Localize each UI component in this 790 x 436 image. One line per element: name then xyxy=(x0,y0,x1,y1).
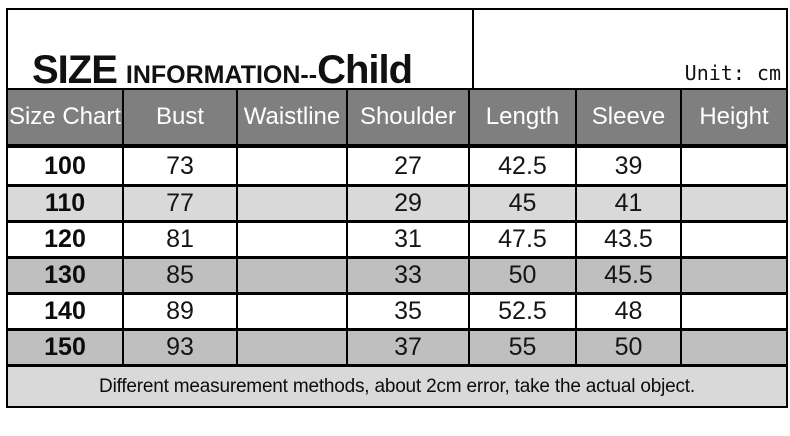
table-cell: 41 xyxy=(575,187,680,220)
table-cell xyxy=(236,187,346,220)
footer-note-row: Different measurement methods, about 2cm… xyxy=(8,364,786,406)
table-cell xyxy=(680,223,786,256)
table-row-130: 130 85 33 50 45.5 xyxy=(8,256,786,292)
table-cell xyxy=(236,223,346,256)
table-row-140: 140 89 35 52.5 48 xyxy=(8,292,786,328)
size-cell: 130 xyxy=(44,261,86,289)
table-cell: 77 xyxy=(122,187,236,220)
size-chart-table: SIZE INFORMATION-- Child Unit: cm Size C… xyxy=(6,8,788,408)
table-cell: 45 xyxy=(468,187,575,220)
table-cell: 31 xyxy=(346,223,468,256)
table-cell: 93 xyxy=(122,331,236,364)
table-header-row: Size Chart Bust Waistline Shoulder Lengt… xyxy=(8,88,786,148)
size-cell: 120 xyxy=(44,225,86,253)
header-cell-size-chart: Size Chart xyxy=(8,103,122,130)
table-cell: 52.5 xyxy=(468,295,575,328)
table-cell: 81 xyxy=(122,223,236,256)
table-cell: 73 xyxy=(122,148,236,184)
size-cell: 110 xyxy=(44,189,86,217)
unit-area: Unit: cm xyxy=(474,10,786,88)
table-row-150: 150 93 37 55 50 xyxy=(8,328,786,364)
header-cell-sleeve: Sleeve xyxy=(575,90,680,144)
title-child-text: Child xyxy=(317,48,413,92)
table-cell: 43.5 xyxy=(575,223,680,256)
table-cell: 50 xyxy=(468,259,575,292)
table-row-100: 100 73 27 42.5 39 xyxy=(8,148,786,184)
title-size-text: SIZE xyxy=(32,48,118,92)
table-cell xyxy=(236,295,346,328)
table-cell: 85 xyxy=(122,259,236,292)
table-cell: 45.5 xyxy=(575,259,680,292)
table-cell: 55 xyxy=(468,331,575,364)
table-cell xyxy=(680,331,786,364)
table-row-110: 110 77 29 45 41 xyxy=(8,184,786,220)
title-bar: SIZE INFORMATION-- Child Unit: cm xyxy=(8,10,786,92)
header-cell-waistline: Waistline xyxy=(236,90,346,144)
table-cell xyxy=(680,295,786,328)
table-cell xyxy=(680,148,786,184)
size-cell: 100 xyxy=(44,151,86,180)
header-cell-shoulder: Shoulder xyxy=(346,90,468,144)
table-cell xyxy=(680,187,786,220)
table-cell: 35 xyxy=(346,295,468,328)
title-info-text: INFORMATION-- xyxy=(125,61,318,89)
table-cell: 37 xyxy=(346,331,468,364)
measurement-note: Different measurement methods, about 2cm… xyxy=(99,375,695,397)
header-cell-length: Length xyxy=(468,90,575,144)
table-cell: 48 xyxy=(575,295,680,328)
table-cell xyxy=(236,148,346,184)
table-cell: 29 xyxy=(346,187,468,220)
header-cell-height: Height xyxy=(680,90,786,144)
table-cell xyxy=(236,331,346,364)
table-cell: 39 xyxy=(575,148,680,184)
size-cell: 140 xyxy=(44,297,86,325)
table-cell: 33 xyxy=(346,259,468,292)
unit-label: Unit: cm xyxy=(684,61,781,85)
table-cell: 50 xyxy=(575,331,680,364)
table-cell xyxy=(680,259,786,292)
table-cell: 42.5 xyxy=(468,148,575,184)
table-cell: 47.5 xyxy=(468,223,575,256)
size-cell: 150 xyxy=(44,333,86,361)
header-cell-bust: Bust xyxy=(122,90,236,144)
table-cell: 89 xyxy=(122,295,236,328)
table-row-120: 120 81 31 47.5 43.5 xyxy=(8,220,786,256)
page-title: SIZE INFORMATION-- Child xyxy=(8,10,474,92)
table-cell xyxy=(236,259,346,292)
table-cell: 27 xyxy=(346,148,468,184)
